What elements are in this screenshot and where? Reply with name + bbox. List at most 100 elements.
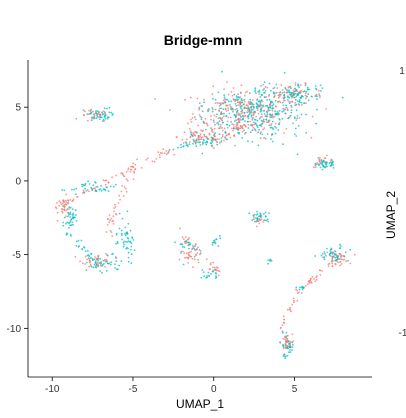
scatter-point bbox=[237, 96, 240, 98]
scatter-point bbox=[125, 232, 128, 235]
scatter-point bbox=[118, 212, 121, 215]
scatter-point bbox=[260, 125, 263, 128]
scatter-point bbox=[104, 183, 107, 186]
scatter-point bbox=[125, 178, 128, 181]
scatter-point bbox=[231, 123, 234, 126]
scatter-point bbox=[258, 117, 261, 120]
scatter-point bbox=[349, 248, 352, 251]
scatter-point bbox=[303, 102, 305, 105]
scatter-point bbox=[205, 122, 208, 125]
scatter-point bbox=[203, 139, 205, 142]
scatter-point bbox=[283, 99, 286, 102]
scatter-point bbox=[221, 135, 224, 138]
chart-title: Bridge-mnn bbox=[164, 32, 243, 48]
scatter-point bbox=[289, 346, 292, 349]
scatter-point bbox=[219, 237, 222, 240]
scatter-point bbox=[68, 208, 70, 210]
scatter-point bbox=[239, 100, 241, 103]
scatter-point bbox=[243, 111, 246, 114]
scatter-point bbox=[266, 105, 269, 107]
scatter-point bbox=[310, 95, 313, 98]
scatter-point bbox=[107, 181, 110, 184]
scatter-point bbox=[200, 105, 203, 107]
scatter-point bbox=[260, 113, 263, 116]
scatter-point bbox=[106, 107, 108, 110]
scatter-point bbox=[192, 138, 195, 141]
scatter-point bbox=[72, 223, 74, 226]
scatter-point bbox=[259, 110, 262, 113]
scatter-point bbox=[219, 123, 222, 126]
scatter-point bbox=[250, 111, 253, 114]
scatter-point bbox=[125, 170, 128, 173]
scatter-point bbox=[267, 262, 269, 265]
scatter-point bbox=[196, 132, 198, 134]
scatter-point bbox=[71, 221, 74, 224]
scatter-point bbox=[110, 261, 113, 264]
scatter-point bbox=[115, 260, 118, 262]
scatter-point bbox=[75, 245, 78, 247]
scatter-point bbox=[288, 91, 291, 94]
scatter-point bbox=[289, 115, 292, 117]
scatter-point bbox=[279, 93, 282, 96]
scatter-point bbox=[237, 126, 240, 129]
scatter-point bbox=[109, 185, 112, 188]
y-tick-label: -5 bbox=[12, 250, 21, 261]
scatter-point bbox=[105, 270, 108, 272]
scatter-point bbox=[132, 178, 135, 181]
scatter-point bbox=[238, 131, 241, 134]
scatter-point bbox=[268, 119, 271, 122]
scatter-point bbox=[319, 156, 321, 159]
scatter-point bbox=[198, 249, 201, 251]
scatter-point bbox=[256, 99, 258, 101]
scatter-point bbox=[316, 98, 318, 101]
scatter-point bbox=[221, 127, 223, 129]
scatter-point bbox=[104, 112, 106, 115]
scatter-point bbox=[215, 115, 218, 118]
scatter-point bbox=[130, 242, 133, 245]
scatter-point bbox=[288, 100, 290, 103]
scatter-point bbox=[332, 160, 334, 163]
scatter-point bbox=[260, 109, 262, 111]
scatter-point bbox=[298, 91, 301, 93]
scatter-point bbox=[296, 153, 299, 156]
scatter-point bbox=[90, 119, 93, 121]
scatter-point bbox=[280, 84, 283, 87]
scatter-point bbox=[298, 288, 301, 291]
scatter-point bbox=[275, 105, 278, 108]
scatter-point bbox=[122, 174, 125, 177]
scatter-point bbox=[285, 127, 288, 130]
scatter-point bbox=[101, 271, 103, 274]
scatter-point bbox=[274, 122, 277, 125]
scatter-point bbox=[235, 119, 238, 121]
scatter-point bbox=[130, 253, 133, 256]
scatter-point bbox=[331, 259, 334, 262]
scatter-point bbox=[223, 96, 226, 99]
scatter-point bbox=[234, 116, 237, 119]
scatter-point bbox=[210, 115, 212, 117]
scatter-point bbox=[230, 100, 233, 103]
scatter-point bbox=[224, 100, 226, 103]
scatter-point bbox=[72, 217, 75, 220]
scatter-point bbox=[240, 91, 242, 94]
scatter-point bbox=[68, 222, 70, 225]
scatter-point bbox=[247, 124, 250, 126]
scatter-point bbox=[112, 223, 115, 225]
scatter-point bbox=[214, 139, 217, 141]
scatter-point bbox=[94, 187, 96, 190]
scatter-point bbox=[211, 144, 213, 147]
scatter-point bbox=[185, 256, 188, 259]
scatter-point bbox=[282, 315, 285, 318]
scatter-point bbox=[210, 139, 213, 142]
scatter-point bbox=[246, 111, 249, 114]
scatter-point bbox=[252, 126, 255, 129]
scatter-point bbox=[214, 124, 216, 126]
scatter-point bbox=[63, 201, 65, 204]
scatter-point bbox=[133, 170, 136, 173]
scatter-point bbox=[187, 241, 189, 244]
scatter-point bbox=[313, 278, 315, 280]
scatter-point bbox=[93, 114, 96, 117]
scatter-point bbox=[262, 89, 264, 91]
scatter-point bbox=[261, 115, 263, 118]
scatter-point bbox=[332, 164, 334, 166]
scatter-point bbox=[251, 219, 254, 222]
